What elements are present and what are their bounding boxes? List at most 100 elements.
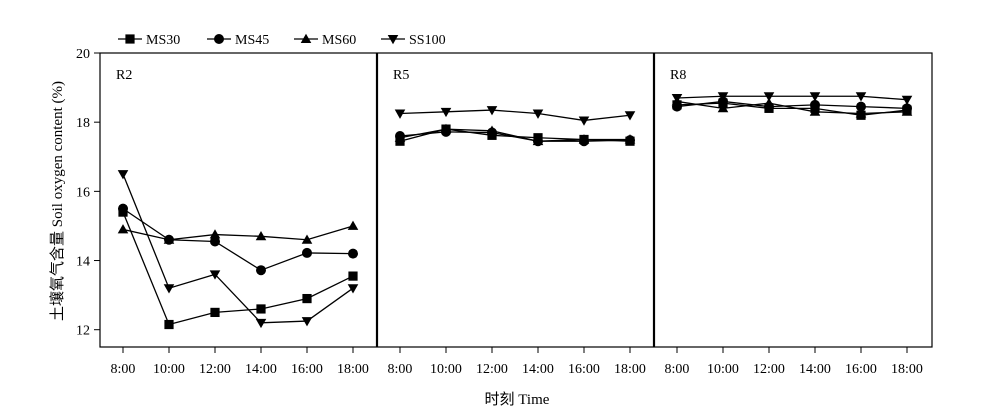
data-point-ms60 (440, 123, 452, 134)
y-tick-label: 12 (76, 324, 90, 339)
data-point-ss100 (578, 116, 590, 126)
data-point-ms45 (118, 203, 128, 214)
data-point-ss100 (440, 107, 452, 118)
data-point-ms45 (210, 236, 220, 247)
x-tick-label: 14:00 (799, 362, 831, 377)
data-point-ss100 (717, 92, 729, 102)
legend: MS30 MS45 MS60 SS100 (118, 33, 446, 48)
x-tick-label: 10:00 (153, 362, 185, 377)
legend-item-ms60: MS60 (294, 33, 356, 48)
x-tick-label: 16:00 (568, 362, 600, 377)
data-point-ss100 (301, 317, 313, 327)
legend-marker (125, 34, 135, 44)
series-line-ms45 (122, 208, 354, 271)
data-point-ms60 (901, 106, 913, 116)
y-tick-label: 18 (76, 116, 90, 131)
x-tick-label: 16:00 (291, 362, 323, 377)
x-tick-label: 12:00 (753, 362, 785, 377)
panel-r5: R5 (393, 68, 636, 147)
data-point-ss100 (624, 111, 636, 121)
legend-item-ms30: MS30 (118, 33, 180, 48)
legend-label: MS60 (322, 33, 356, 48)
data-point-ms60 (347, 220, 359, 230)
data-point-ms45 (856, 101, 866, 112)
series-line-ms30 (122, 211, 354, 326)
data-point-ss100 (347, 284, 359, 294)
panel-label: R8 (670, 68, 686, 83)
data-point-ms60 (255, 231, 267, 241)
data-point-ss100 (255, 318, 267, 329)
x-tick-label: 14:00 (522, 362, 554, 377)
data-point-ss100 (763, 92, 775, 102)
series-line-ms45 (399, 131, 631, 142)
data-point-ms30 (348, 271, 358, 281)
series-line-ss100 (676, 95, 908, 101)
x-tick-label: 18:00 (891, 362, 923, 377)
legend-marker (214, 34, 224, 44)
y-tick-label: 14 (76, 255, 90, 270)
x-tick-label: 10:00 (430, 362, 462, 377)
panel-r2: R2 (116, 68, 359, 330)
data-point-ms60 (717, 103, 729, 113)
x-axis: 8:00 10:00 12:00 14:00 16:00 18:00 8:00 10:00 12… (111, 347, 923, 377)
data-point-ss100 (809, 92, 821, 102)
data-point-ss100 (117, 170, 129, 180)
legend-label: SS100 (409, 33, 446, 48)
x-tick-label: 12:00 (476, 362, 508, 377)
data-point-ss100 (394, 109, 406, 119)
data-point-ss100 (209, 270, 221, 280)
data-point-ms60 (117, 224, 129, 234)
y-tick-label: 16 (76, 185, 90, 200)
x-tick-label: 8:00 (665, 362, 690, 377)
legend-marker (300, 33, 312, 43)
data-point-ms30 (256, 304, 266, 314)
series-line-ms60 (122, 225, 354, 241)
data-point-ms45 (256, 265, 266, 276)
y-axis: 12 14 16 18 20 (76, 47, 100, 339)
x-tick-label: 18:00 (614, 362, 646, 377)
data-point-ms45 (810, 99, 820, 110)
series-line-ms60 (399, 128, 630, 142)
data-point-ms30 (210, 307, 220, 318)
data-point-ms60 (301, 234, 313, 244)
x-tick-label: 8:00 (388, 362, 413, 377)
data-point-ms60 (809, 106, 821, 116)
data-point-ms60 (486, 125, 498, 135)
x-tick-label: 16:00 (845, 362, 877, 377)
x-tick-label: 8:00 (111, 362, 136, 377)
series-line-ms45 (676, 100, 908, 109)
data-point-ms60 (763, 97, 775, 108)
data-point-ms45 (302, 247, 312, 258)
x-tick-label: 18:00 (337, 362, 369, 377)
data-point-ms45 (348, 248, 358, 259)
data-point-ms60 (578, 134, 590, 144)
data-point-ms60 (855, 108, 867, 118)
x-tick-label: 12:00 (199, 362, 231, 377)
x-tick-label: 10:00 (707, 362, 739, 377)
legend-label: MS45 (235, 33, 269, 48)
data-point-ss100 (532, 109, 544, 119)
x-tick-label: 14:00 (245, 362, 277, 377)
data-point-ss100 (486, 106, 498, 116)
data-point-ss100 (163, 284, 175, 294)
y-tick-label: 20 (76, 47, 90, 62)
data-point-ms30 (302, 293, 312, 304)
panel-label: R5 (393, 68, 409, 83)
legend-label: MS30 (146, 33, 180, 48)
plot-area: R2 R5 R8 (99, 52, 933, 348)
series-line-ms30 (676, 102, 908, 116)
data-point-ss100 (901, 95, 913, 105)
data-point-ms60 (394, 132, 406, 142)
data-point-ss100 (855, 92, 867, 102)
data-point-ms60 (624, 134, 636, 144)
legend-marker (387, 35, 399, 45)
legend-item-ms45: MS45 (207, 33, 269, 48)
series-line-ss100 (122, 173, 354, 324)
plot-frame (99, 52, 933, 348)
series-line-ms60 (676, 100, 908, 115)
legend-item-ss100: SS100 (381, 33, 446, 48)
y-axis-title: 土壤氧气含量 Soil oxygen content (%) (48, 81, 66, 321)
x-axis-title: 时刻 Time (485, 391, 550, 408)
data-point-ms60 (532, 135, 544, 146)
